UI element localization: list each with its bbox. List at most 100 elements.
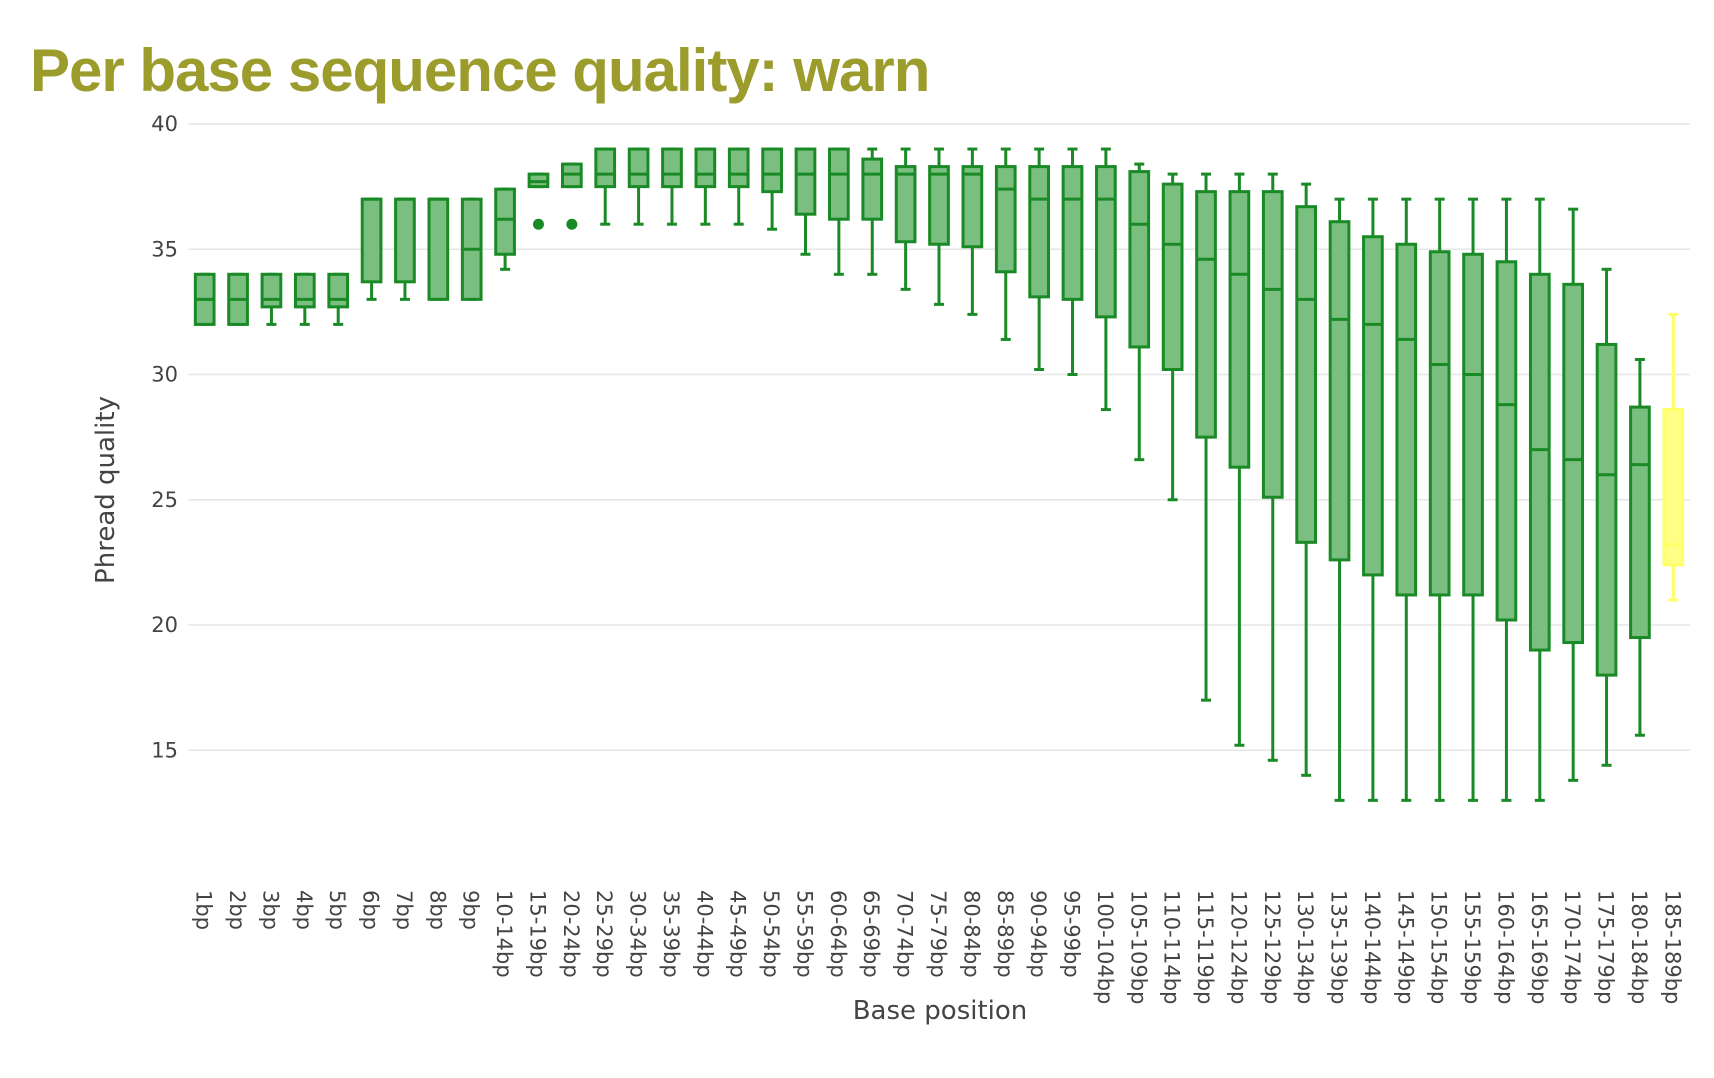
x-tick-label: 1bp bbox=[192, 890, 216, 930]
x-tick-label: 2bp bbox=[225, 890, 249, 930]
iqr-box bbox=[360, 197, 383, 284]
y-axis-ticks: 15 20 25 30 35 40 bbox=[151, 112, 178, 762]
iqr-box bbox=[1495, 260, 1518, 622]
x-tick-label: 60-64bp bbox=[826, 890, 850, 978]
x-tick-label: 140-144bp bbox=[1360, 890, 1384, 1004]
iqr-box bbox=[1462, 252, 1484, 597]
x-tick-label: 85-89bp bbox=[993, 890, 1017, 978]
x-tick-label: 7bp bbox=[392, 890, 416, 930]
x-tick-label: 175-179bp bbox=[1594, 890, 1618, 1004]
iqr-box bbox=[1028, 165, 1050, 299]
chart-title: Per base sequence quality: warn bbox=[30, 37, 930, 104]
iqr-box bbox=[928, 165, 950, 246]
box-55-59bp bbox=[794, 147, 817, 256]
iqr-box bbox=[1528, 272, 1551, 652]
x-tick-label: 170-174bp bbox=[1560, 890, 1584, 1004]
iqr-box bbox=[1161, 182, 1184, 371]
iqr-box bbox=[661, 147, 683, 189]
x-tick-label: 9bp bbox=[459, 890, 483, 930]
iqr-box bbox=[1395, 242, 1418, 597]
box-2bp bbox=[227, 272, 249, 326]
iqr-box bbox=[1228, 190, 1251, 469]
box-65-69bp bbox=[861, 147, 884, 276]
iqr-box bbox=[861, 157, 884, 221]
iqr-box bbox=[1428, 250, 1451, 597]
box-60-64bp bbox=[828, 147, 850, 276]
x-tick-label: 65-69bp bbox=[859, 890, 883, 978]
x-tick-label: 70-74bp bbox=[893, 890, 917, 978]
x-tick-label: 8bp bbox=[425, 890, 449, 930]
iqr-box bbox=[1629, 405, 1651, 640]
x-tick-label: 150-154bp bbox=[1427, 890, 1451, 1004]
x-tick-label: 165-169bp bbox=[1527, 890, 1551, 1004]
iqr-box bbox=[994, 165, 1017, 274]
x-tick-label: 40-44bp bbox=[692, 890, 716, 978]
y-tick-label: 40 bbox=[151, 112, 178, 136]
iqr-box bbox=[1095, 165, 1117, 319]
box-50-54bp bbox=[761, 147, 783, 231]
box-35-39bp bbox=[661, 147, 683, 226]
box-150-154bp bbox=[1428, 197, 1451, 802]
iqr-box bbox=[1562, 282, 1585, 645]
x-tick-label: 160-164bp bbox=[1493, 890, 1517, 1004]
iqr-box bbox=[293, 272, 316, 309]
x-tick-label: 20-24bp bbox=[559, 890, 583, 978]
y-tick-label: 25 bbox=[151, 488, 178, 512]
iqr-box bbox=[1195, 190, 1217, 439]
iqr-box bbox=[1595, 342, 1618, 677]
x-tick-label: 30-34bp bbox=[626, 890, 650, 978]
iqr-box bbox=[828, 147, 850, 221]
box-170-174bp bbox=[1562, 207, 1585, 782]
box-120-124bp bbox=[1228, 172, 1251, 747]
x-tick-label: 75-79bp bbox=[926, 890, 950, 978]
x-tick-label: 55-59bp bbox=[792, 890, 816, 978]
iqr-box bbox=[761, 147, 783, 194]
iqr-box bbox=[594, 147, 617, 189]
box-90-94bp bbox=[1028, 147, 1050, 371]
gridlines bbox=[188, 123, 1690, 752]
outlier-point bbox=[532, 218, 544, 230]
y-tick-label: 15 bbox=[151, 738, 178, 762]
box-3bp bbox=[260, 272, 283, 326]
x-tick-label: 50-54bp bbox=[759, 890, 783, 978]
x-tick-label: 115-119bp bbox=[1193, 890, 1217, 1004]
box-180-184bp bbox=[1629, 357, 1651, 737]
box-185-189bp bbox=[1662, 312, 1685, 602]
iqr-box bbox=[694, 147, 717, 189]
box-7bp bbox=[394, 197, 416, 301]
x-tick-label: 80-84bp bbox=[959, 890, 983, 978]
box-25-29bp bbox=[594, 147, 617, 226]
box-155-159bp bbox=[1462, 197, 1484, 802]
y-axis-title: Phread quality bbox=[91, 396, 121, 584]
iqr-box bbox=[627, 147, 650, 189]
box-45-49bp bbox=[727, 147, 750, 226]
box-9bp bbox=[460, 197, 483, 301]
box-20-24bp bbox=[560, 162, 583, 230]
x-tick-label: 6bp bbox=[359, 890, 383, 930]
box-80-84bp bbox=[961, 147, 984, 316]
box-160-164bp bbox=[1495, 197, 1518, 802]
x-tick-label: 45-49bp bbox=[726, 890, 750, 978]
x-tick-label: 125-129bp bbox=[1260, 890, 1284, 1004]
iqr-box bbox=[1128, 170, 1151, 349]
box-130-134bp bbox=[1295, 182, 1318, 777]
box-30-34bp bbox=[627, 147, 650, 226]
y-tick-label: 30 bbox=[151, 363, 178, 387]
box-165-169bp bbox=[1528, 197, 1551, 802]
x-tick-label: 3bp bbox=[258, 890, 282, 930]
box-1bp bbox=[193, 272, 216, 326]
x-tick-label: 110-114bp bbox=[1160, 890, 1184, 1004]
box-105-109bp bbox=[1128, 162, 1151, 462]
iqr-box bbox=[427, 197, 450, 301]
box-75-79bp bbox=[928, 147, 950, 306]
box-series bbox=[193, 147, 1685, 802]
x-tick-label: 130-134bp bbox=[1293, 890, 1317, 1004]
iqr-box bbox=[494, 187, 516, 256]
x-tick-label: 95-99bp bbox=[1060, 890, 1084, 978]
iqr-box bbox=[394, 197, 416, 284]
x-tick-label: 15-19bp bbox=[525, 890, 549, 978]
iqr-box bbox=[1662, 408, 1685, 567]
y-tick-label: 20 bbox=[151, 613, 178, 637]
x-axis-title: Base position bbox=[853, 996, 1028, 1026]
